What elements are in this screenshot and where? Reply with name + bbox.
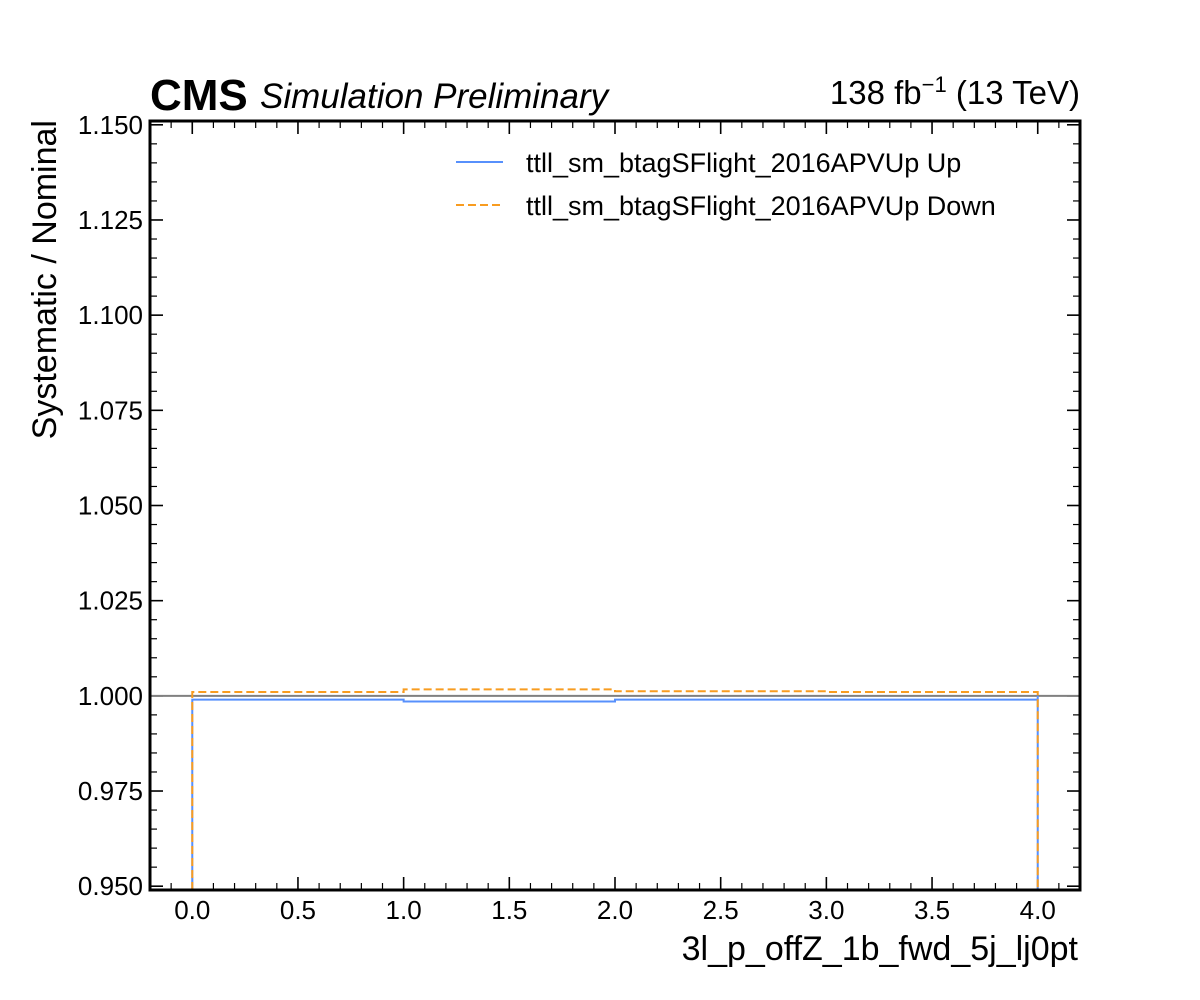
y-tick-label: 1.100: [78, 300, 143, 330]
x-tick-label: 2.5: [703, 895, 739, 925]
lumi-exponent: −1: [922, 72, 947, 97]
x-tick-label: 1.0: [386, 895, 422, 925]
x-tick-label: 4.0: [1020, 895, 1056, 925]
x-tick-label: 0.5: [280, 895, 316, 925]
x-tick-label: 0.0: [174, 895, 210, 925]
x-axis-label: 3l_p_offZ_1b_fwd_5j_lj0pt: [682, 930, 1079, 968]
plot-area: [150, 688, 1080, 890]
y-axis-label: Systematic / Nominal: [26, 120, 64, 439]
x-tick-label: 3.0: [808, 895, 844, 925]
y-tick-label: 1.050: [78, 491, 143, 521]
luminosity-label: 138 fb−1 (13 TeV): [830, 72, 1080, 112]
y-tick-label: 0.975: [78, 776, 143, 806]
series-line-down: [191, 688, 1039, 890]
lumi-value: 138 fb: [830, 74, 922, 111]
y-tick-label: 1.150: [78, 110, 143, 140]
y-tick-label: 1.125: [78, 205, 143, 235]
series-line-up: [191, 695, 1039, 890]
axis-ticks: [150, 121, 1081, 890]
status-label: Simulation Preliminary: [260, 77, 611, 116]
legend-label-up: ttll_sm_btagSFlight_2016APVUp Up: [526, 148, 961, 178]
y-tick-label: 1.075: [78, 395, 143, 425]
x-tick-label: 3.5: [914, 895, 950, 925]
legend-label-down: ttll_sm_btagSFlight_2016APVUp Down: [526, 191, 996, 221]
legend: ttll_sm_btagSFlight_2016APVUp Up ttll_sm_…: [456, 148, 996, 221]
lumi-energy: (13 TeV): [947, 74, 1080, 111]
x-tick-label: 1.5: [491, 895, 527, 925]
experiment-label: CMS: [150, 71, 248, 120]
x-tick-label: 2.0: [597, 895, 633, 925]
plot-frame: [148, 119, 1082, 892]
tick-labels: 0.0 0.5 1.0 1.5 2.0 2.5 3.0 3.5 4.0 0.950 0.975 1.0…: [78, 110, 1056, 925]
y-tick-label: 1.000: [78, 681, 143, 711]
y-tick-label: 0.950: [78, 871, 143, 901]
y-tick-label: 1.025: [78, 586, 143, 616]
